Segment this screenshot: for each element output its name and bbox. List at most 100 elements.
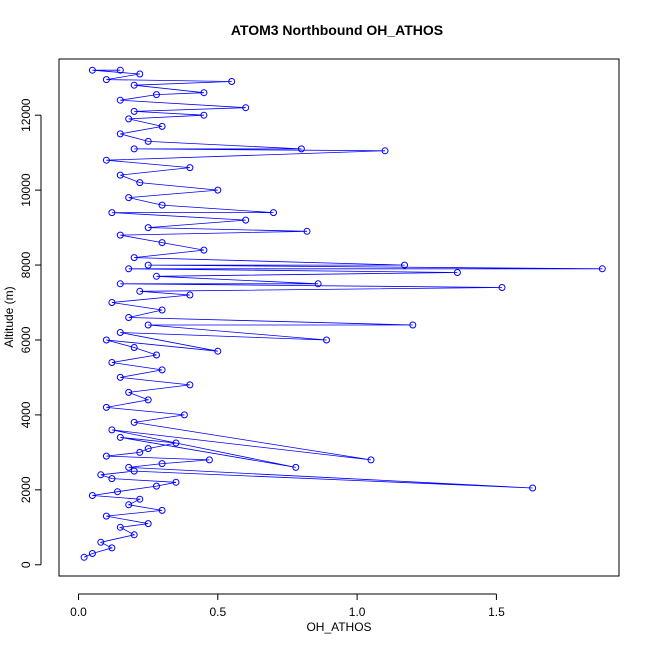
data-point: [401, 261, 408, 269]
y-tick-label: 12000: [19, 98, 33, 132]
data-point: [130, 81, 138, 89]
y-tick-label: 2000: [19, 476, 33, 503]
data-point: [108, 299, 116, 306]
data-point: [125, 194, 133, 202]
data-point: [97, 538, 105, 546]
data-point: [88, 492, 96, 499]
data-point: [158, 366, 166, 374]
data-point: [292, 463, 300, 471]
data-point: [116, 231, 124, 239]
y-tick-label: 8000: [19, 251, 33, 278]
data-point: [180, 411, 188, 419]
x-tick-label: 1.5: [488, 605, 505, 619]
data-point: [102, 403, 110, 411]
chart-title: ATOM3 Northbound OH_ATHOS: [231, 22, 443, 38]
data-point: [205, 456, 213, 464]
data-point: [172, 439, 180, 447]
data-point: [158, 122, 166, 130]
data-point: [88, 66, 96, 74]
data-point: [136, 448, 144, 456]
data-point: [136, 179, 144, 187]
data-point: [498, 284, 506, 291]
data-point: [108, 475, 116, 483]
series-layer: [80, 66, 606, 561]
y-axis: 0 2000 4000 6000 8000 10000 12000: [19, 98, 42, 568]
data-point: [158, 201, 166, 209]
x-axis: 0.0 0.5 1.0 1.5: [70, 593, 505, 619]
data-point: [381, 147, 389, 155]
x-axis-label: OH_ATHOS: [306, 620, 371, 634]
data-point: [116, 329, 124, 336]
data-point: [116, 66, 124, 74]
data-point: [116, 96, 124, 104]
data-point: [158, 239, 166, 247]
data-point: [200, 89, 208, 97]
data-point: [144, 261, 152, 269]
data-point: [153, 351, 160, 359]
data-point: [144, 137, 152, 145]
data-point: [144, 321, 152, 329]
data-point: [200, 111, 208, 119]
data-point: [125, 314, 133, 321]
data-point: [598, 265, 606, 273]
data-point: [102, 156, 110, 164]
data-point: [529, 484, 537, 492]
data-point: [136, 495, 144, 503]
data-point: [108, 209, 116, 217]
data-point: [158, 306, 166, 314]
data-point: [108, 544, 116, 552]
data-point: [297, 145, 305, 153]
data-point: [367, 456, 375, 464]
data-point: [214, 186, 222, 194]
data-point: [116, 523, 124, 531]
data-point: [158, 506, 166, 514]
data-point: [153, 482, 160, 490]
data-point: [102, 76, 110, 84]
data-point: [186, 381, 194, 389]
data-point: [144, 224, 152, 232]
data-point: [125, 388, 133, 396]
data-point: [116, 373, 124, 381]
data-point: [242, 104, 250, 112]
data-point: [116, 130, 124, 138]
y-tick-label: 4000: [19, 401, 33, 428]
data-point: [228, 78, 236, 85]
y-tick-label: 10000: [19, 173, 33, 207]
data-point: [136, 70, 144, 78]
data-point: [130, 467, 138, 475]
data-point: [153, 91, 160, 99]
data-point: [97, 471, 105, 479]
y-tick-label: 0: [19, 561, 33, 568]
data-point: [114, 488, 121, 496]
data-point: [130, 107, 138, 115]
data-point: [144, 520, 152, 528]
data-point: [409, 321, 417, 329]
data-point: [144, 445, 152, 453]
data-point: [102, 336, 110, 344]
data-point: [144, 396, 152, 404]
data-point: [323, 336, 330, 344]
data-point: [136, 287, 144, 295]
plot-frame: [58, 58, 620, 577]
data-point: [158, 460, 166, 468]
data-point: [116, 280, 124, 288]
data-point: [242, 216, 250, 224]
data-point: [186, 164, 194, 172]
data-point: [125, 265, 133, 273]
data-point: [116, 171, 124, 179]
data-point: [125, 115, 133, 123]
x-tick-label: 0.0: [70, 605, 87, 619]
plot-area: [80, 66, 606, 561]
data-point: [116, 433, 124, 441]
data-point: [130, 254, 138, 262]
data-point: [130, 418, 138, 426]
data-point: [172, 478, 180, 486]
data-point: [125, 501, 133, 509]
data-point: [270, 209, 277, 217]
x-tick-label: 1.0: [349, 605, 366, 619]
data-point: [130, 145, 138, 153]
data-point: [108, 426, 116, 434]
data-point: [102, 452, 110, 460]
y-axis-label: Altitude (m): [2, 286, 16, 347]
